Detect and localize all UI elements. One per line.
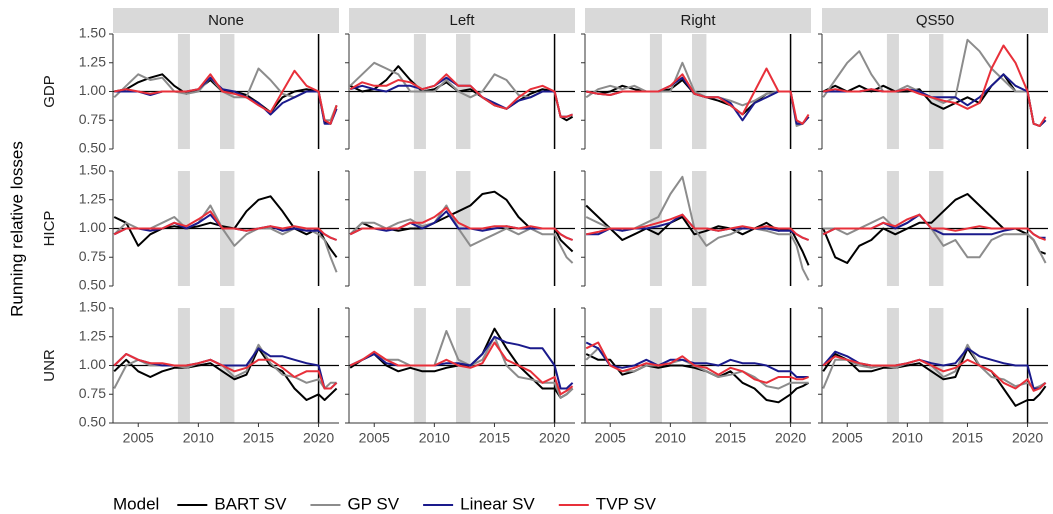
- facet-strip: [585, 8, 811, 33]
- series-line: [585, 341, 809, 384]
- facet-strip: [822, 8, 1048, 33]
- series-line: [113, 343, 337, 390]
- y-tick-label: 0.75: [79, 385, 106, 401]
- x-tick-label: 2005: [123, 430, 154, 446]
- series-line: [822, 193, 1046, 264]
- legend-label: GP SV: [347, 494, 399, 513]
- legend-label: TVP SV: [596, 494, 657, 513]
- facet-strip: [113, 8, 339, 33]
- x-tick-label: 2015: [715, 430, 746, 446]
- series-line: [822, 343, 1047, 390]
- series-line: [822, 355, 1047, 392]
- y-tick-label: 0.50: [79, 414, 106, 430]
- y-tick-label: 1.50: [79, 25, 106, 41]
- series-line: [823, 44, 1047, 127]
- y-tick-label: 1.25: [79, 190, 106, 206]
- series-line: [823, 213, 1047, 264]
- row-label: GDP: [41, 75, 58, 108]
- x-tick-label: 2015: [243, 430, 274, 446]
- series-line: [822, 38, 1047, 127]
- series-line: [349, 335, 574, 390]
- x-tick-label: 2010: [655, 430, 686, 446]
- x-tick-label: 2005: [595, 430, 626, 446]
- row-label: HICP: [41, 211, 58, 247]
- facet-label: Right: [680, 12, 716, 29]
- legend-label: BART SV: [214, 494, 287, 513]
- facet-label: Left: [449, 12, 475, 29]
- x-tick-label: 2005: [359, 430, 390, 446]
- y-tick-label: 0.50: [79, 140, 106, 156]
- series-line: [113, 353, 338, 390]
- facet-label: None: [208, 12, 244, 29]
- series-line: [585, 341, 809, 378]
- series-line: [113, 204, 338, 273]
- y-tick-label: 1.50: [79, 299, 106, 315]
- series-line: [349, 73, 573, 118]
- series-line: [586, 213, 809, 241]
- x-tick-label: 2020: [539, 430, 570, 446]
- legend-title: Model: [113, 494, 159, 513]
- legend-label: Linear SV: [460, 494, 535, 513]
- x-tick-label: 2010: [419, 430, 450, 446]
- y-tick-label: 1.00: [79, 356, 106, 372]
- x-tick-label: 2015: [479, 430, 510, 446]
- y-axis-title: Running relative losses: [7, 141, 26, 317]
- series-line: [822, 347, 1047, 407]
- x-tick-label: 2010: [183, 430, 214, 446]
- row-label: UNR: [41, 349, 58, 382]
- series-line: [349, 204, 574, 264]
- x-tick-label: 2010: [892, 430, 923, 446]
- y-tick-label: 0.75: [79, 111, 106, 127]
- series-line: [822, 213, 1046, 241]
- series-line: [349, 206, 573, 241]
- series-line: [113, 210, 337, 241]
- y-tick-label: 1.00: [79, 219, 106, 235]
- x-tick-label: 2005: [832, 430, 863, 446]
- facet-label: QS50: [916, 12, 954, 29]
- y-tick-label: 1.25: [79, 327, 106, 343]
- series-line: [113, 347, 338, 401]
- x-tick-label: 2020: [1012, 430, 1043, 446]
- series-line: [585, 347, 809, 390]
- x-tick-label: 2020: [303, 430, 334, 446]
- facet-strip: [349, 8, 575, 33]
- x-tick-label: 2020: [775, 430, 806, 446]
- y-tick-label: 1.25: [79, 53, 106, 69]
- y-tick-label: 1.50: [79, 162, 106, 178]
- series-line: [349, 341, 574, 396]
- series-line: [114, 69, 338, 125]
- y-tick-label: 1.00: [79, 82, 106, 98]
- series-line: [586, 67, 810, 125]
- y-tick-label: 0.75: [79, 248, 106, 264]
- x-tick-label: 2015: [952, 430, 983, 446]
- y-tick-label: 0.50: [79, 277, 106, 293]
